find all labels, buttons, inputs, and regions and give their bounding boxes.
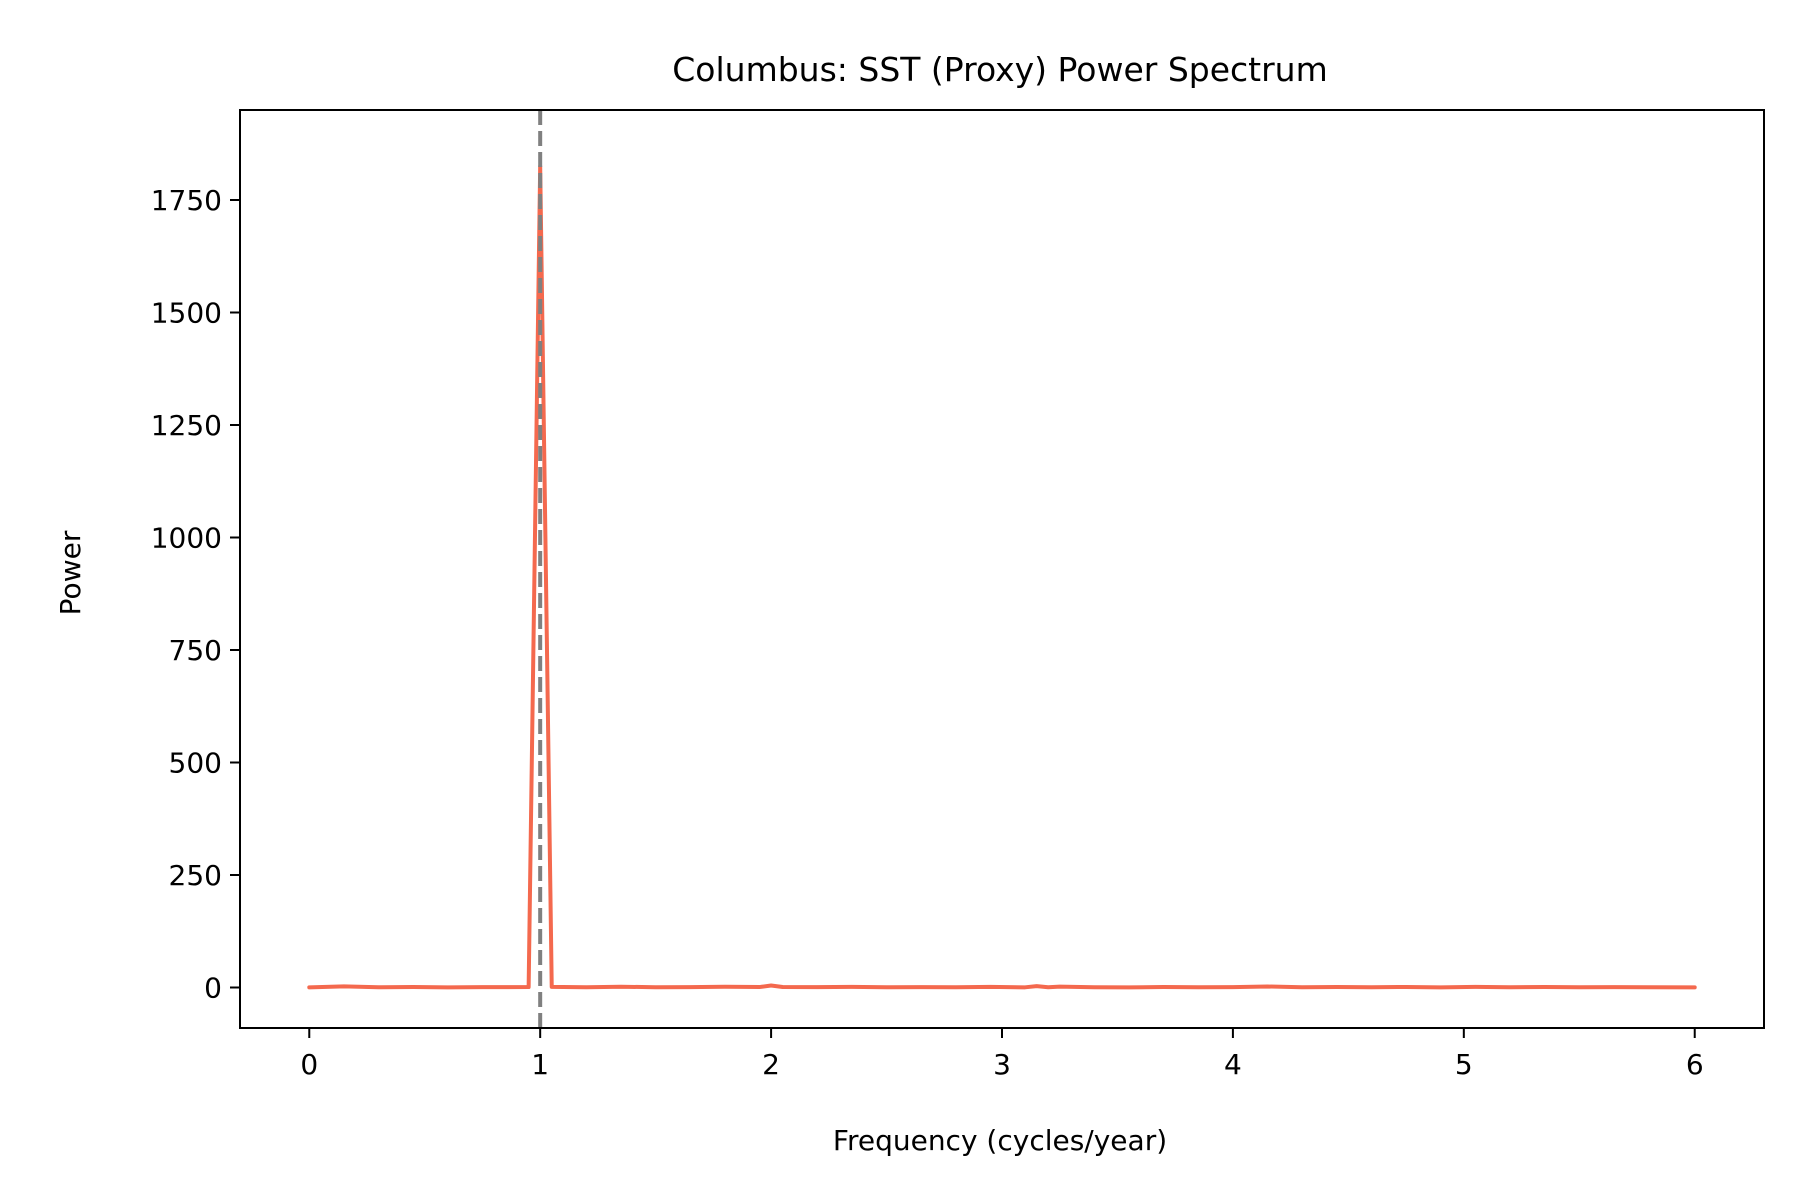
x-tick-label-2: 2 xyxy=(762,1048,780,1081)
y-axis-title: Power xyxy=(54,530,87,615)
x-tick-label-6: 6 xyxy=(1686,1048,1704,1081)
y-tick-label-1750: 1750 xyxy=(151,184,222,217)
y-tick-label-1250: 1250 xyxy=(151,409,222,442)
plot-layer xyxy=(307,110,1697,1028)
y-tick-label-250: 250 xyxy=(169,859,222,892)
y-tick-label-750: 750 xyxy=(169,634,222,667)
x-tick-label-3: 3 xyxy=(993,1048,1011,1081)
plot-area xyxy=(307,110,1697,1028)
x-tick-label-1: 1 xyxy=(531,1048,549,1081)
axes-layer: 0 1 2 3 4 5 6 0 250 500 750 1000 1250 1500 1750 xyxy=(151,109,1765,1081)
x-tick-label-0: 0 xyxy=(300,1048,318,1081)
chart-title: Columbus: SST (Proxy) Power Spectrum xyxy=(672,50,1327,89)
y-tick-label-0: 0 xyxy=(204,972,222,1005)
y-tick-label-500: 500 xyxy=(169,747,222,780)
series-line-0 xyxy=(307,164,1697,990)
x-tick-label-4: 4 xyxy=(1224,1048,1242,1081)
x-axis-title: Frequency (cycles/year) xyxy=(833,1124,1167,1157)
y-tick-label-1000: 1000 xyxy=(151,522,222,555)
y-tick-label-1500: 1500 xyxy=(151,297,222,330)
x-tick-label-5: 5 xyxy=(1455,1048,1473,1081)
